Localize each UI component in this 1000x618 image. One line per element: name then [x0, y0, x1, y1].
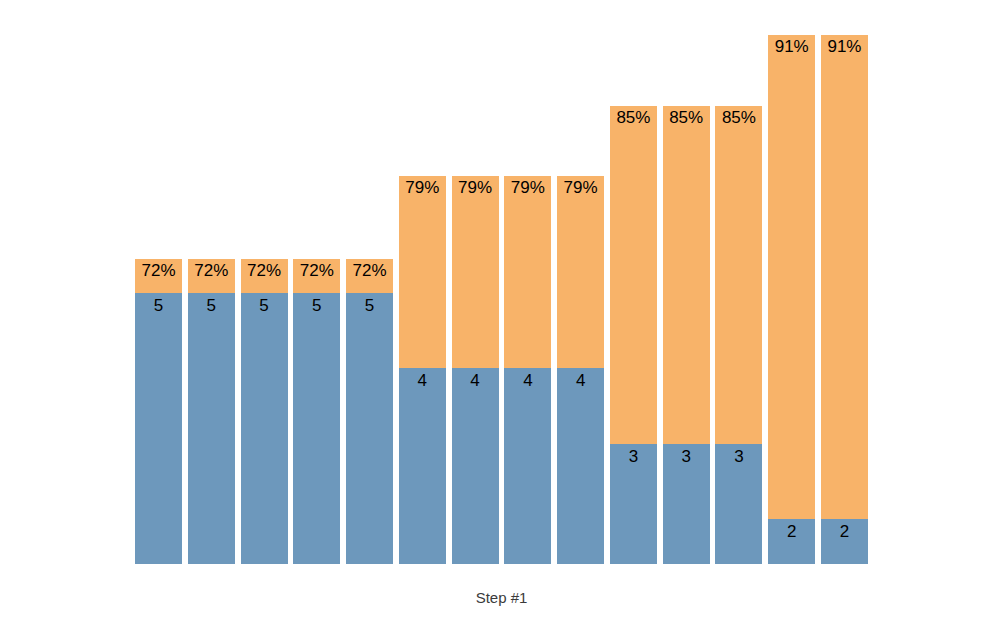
bar-segment-value: 4 — [399, 368, 446, 564]
value-label: 2 — [768, 519, 815, 540]
bar-segment-value: 2 — [821, 519, 868, 564]
bar-segment-value: 5 — [293, 293, 340, 564]
bar: 79% 4 — [399, 176, 446, 564]
bar: 79% 4 — [504, 176, 551, 564]
bars-area: 72%572%572%572%572%579%479%479%479%485%3… — [135, 0, 868, 564]
percent-label: 72% — [346, 259, 393, 279]
bar-segment-value: 2 — [768, 519, 815, 564]
value-label: 5 — [188, 293, 235, 314]
bar-segment-percent: 85% — [610, 106, 657, 444]
value-label: 4 — [557, 368, 604, 389]
percent-label: 72% — [241, 259, 288, 279]
bar-segment-percent: 91% — [768, 35, 815, 519]
value-label: 5 — [241, 293, 288, 314]
bar-segment-percent: 72% — [346, 259, 393, 293]
bar-segment-value: 4 — [504, 368, 551, 564]
value-label: 5 — [135, 293, 182, 314]
percent-label: 72% — [188, 259, 235, 279]
value-label: 3 — [663, 444, 710, 465]
bar-segment-value: 5 — [188, 293, 235, 564]
bar-segment-value: 4 — [452, 368, 499, 564]
bar: 79% 4 — [557, 176, 604, 564]
bar: 85% 3 — [715, 106, 762, 564]
value-label: 3 — [715, 444, 762, 465]
value-label: 4 — [504, 368, 551, 389]
percent-label: 72% — [135, 259, 182, 279]
bar: 79% 4 — [452, 176, 499, 564]
bar-segment-percent: 91% — [821, 35, 868, 519]
x-axis-label: Step #1 — [135, 590, 868, 606]
percent-label: 79% — [504, 176, 551, 196]
value-label: 3 — [610, 444, 657, 465]
bar-segment-value: 5 — [241, 293, 288, 564]
value-label: 5 — [293, 293, 340, 314]
chart-canvas: 72%572%572%572%572%579%479%479%479%485%3… — [0, 0, 1000, 618]
percent-label: 85% — [610, 106, 657, 126]
bar-segment-percent: 85% — [663, 106, 710, 444]
bar-segment-percent: 79% — [504, 176, 551, 368]
percent-label: 79% — [452, 176, 499, 196]
bar-segment-percent: 79% — [557, 176, 604, 368]
percent-label: 91% — [821, 35, 868, 55]
bar-segment-percent: 72% — [293, 259, 340, 293]
bar: 85% 3 — [663, 106, 710, 564]
bar-segment-percent: 79% — [452, 176, 499, 368]
value-label: 2 — [821, 519, 868, 540]
bar-segment-percent: 72% — [135, 259, 182, 293]
percent-label: 85% — [715, 106, 762, 126]
bar: 85% 3 — [610, 106, 657, 564]
bar-segment-value: 5 — [346, 293, 393, 564]
bar: 72% 5 — [346, 259, 393, 564]
value-label: 5 — [346, 293, 393, 314]
percent-label: 79% — [557, 176, 604, 196]
value-label: 4 — [399, 368, 446, 389]
bar: 72% 5 — [293, 259, 340, 564]
bar-segment-value: 5 — [135, 293, 182, 564]
percent-label: 72% — [293, 259, 340, 279]
bar-segment-percent: 72% — [188, 259, 235, 293]
bar-segment-value: 3 — [663, 444, 710, 564]
bar: 72% 5 — [135, 259, 182, 564]
bar-segment-percent: 85% — [715, 106, 762, 444]
bar-segment-value: 3 — [610, 444, 657, 564]
percent-label: 85% — [663, 106, 710, 126]
bar-segment-value: 4 — [557, 368, 604, 564]
bar-segment-percent: 79% — [399, 176, 446, 368]
percent-label: 79% — [399, 176, 446, 196]
bar: 91% 2 — [768, 35, 815, 564]
bar: 91% 2 — [821, 35, 868, 564]
value-label: 4 — [452, 368, 499, 389]
bar: 72% 5 — [188, 259, 235, 564]
bar-segment-percent: 72% — [241, 259, 288, 293]
plot-area: 72%572%572%572%572%579%479%479%479%485%3… — [0, 0, 1000, 618]
bar: 72% 5 — [241, 259, 288, 564]
percent-label: 91% — [768, 35, 815, 55]
bar-segment-value: 3 — [715, 444, 762, 564]
